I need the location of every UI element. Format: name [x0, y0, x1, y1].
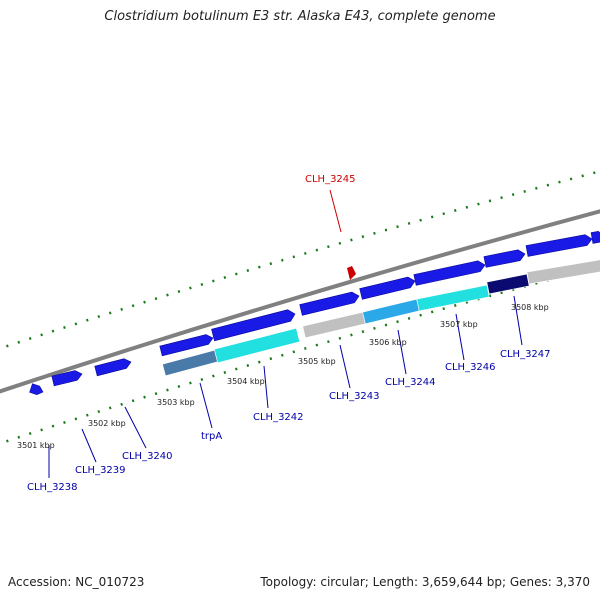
label-connector [124, 406, 147, 449]
gene-label-clh-3242[interactable]: CLH_3242 [253, 412, 304, 423]
label-connector [199, 382, 213, 429]
gene-label-clh-3244[interactable]: CLH_3244 [385, 377, 436, 388]
label-connector [339, 344, 351, 389]
gene-label-clh-3240[interactable]: CLH_3240 [122, 451, 173, 462]
gene-arrow-3[interactable] [94, 358, 132, 377]
label-connector [513, 295, 523, 346]
gene-arrow-10[interactable] [525, 234, 593, 257]
scale-label-3503: 3503 kbp [157, 398, 195, 407]
gene-arrow-6[interactable] [299, 291, 360, 316]
accession-label: Accession: NC_010723 [8, 575, 145, 589]
gene-arrow-2[interactable] [51, 370, 83, 387]
position-marker[interactable] [347, 266, 356, 280]
gene-label-clh-3243[interactable]: CLH_3243 [329, 391, 380, 402]
gene-arrow-11[interactable] [590, 231, 600, 244]
scale-label-3507: 3507 kbp [440, 320, 478, 329]
scale-label-3501: 3501 kbp [17, 441, 55, 450]
gene-arrow-8[interactable] [413, 260, 486, 286]
cds-box-1[interactable] [162, 349, 218, 377]
cds-box-6[interactable] [486, 273, 530, 295]
label-connector [263, 365, 269, 409]
cds-box-4[interactable] [362, 298, 420, 325]
cds-box-2[interactable] [213, 327, 301, 364]
map-title: Clostridium botulinum E3 str. Alaska E43… [104, 9, 496, 24]
gene-arrow-4[interactable] [159, 334, 214, 357]
genome-stats-label: Topology: circular; Length: 3,659,644 bp… [260, 575, 590, 589]
cds-box-3[interactable] [302, 311, 366, 339]
gene-label-clh-3238[interactable]: CLH_3238 [27, 482, 78, 493]
label-connector [397, 329, 407, 375]
scale-label-3508: 3508 kbp [511, 303, 549, 312]
gene-arrow-9[interactable] [483, 249, 526, 268]
gene-arrow-7[interactable] [359, 276, 416, 300]
genome-backbone [0, 209, 600, 394]
gene-label-clh-3245[interactable]: CLH_3245 [305, 174, 356, 185]
label-connector [81, 428, 97, 463]
scale-label-3505: 3505 kbp [298, 357, 336, 366]
label-connector [455, 313, 465, 361]
gene-arrow-5[interactable] [211, 309, 296, 342]
gene-label-trpa[interactable]: trpA [201, 431, 222, 442]
cds-box-7[interactable] [526, 259, 600, 285]
gene-label-clh-3246[interactable]: CLH_3246 [445, 362, 496, 373]
gene-label-clh-3239[interactable]: CLH_3239 [75, 465, 126, 476]
gene-label-clh-3247[interactable]: CLH_3247 [500, 349, 551, 360]
cds-box-5[interactable] [416, 284, 490, 312]
gene-arrow-1[interactable] [29, 383, 44, 395]
scale-label-3506: 3506 kbp [369, 338, 407, 347]
label-connector [329, 189, 342, 233]
scale-label-3504: 3504 kbp [227, 377, 265, 386]
scale-label-3502: 3502 kbp [88, 419, 126, 428]
